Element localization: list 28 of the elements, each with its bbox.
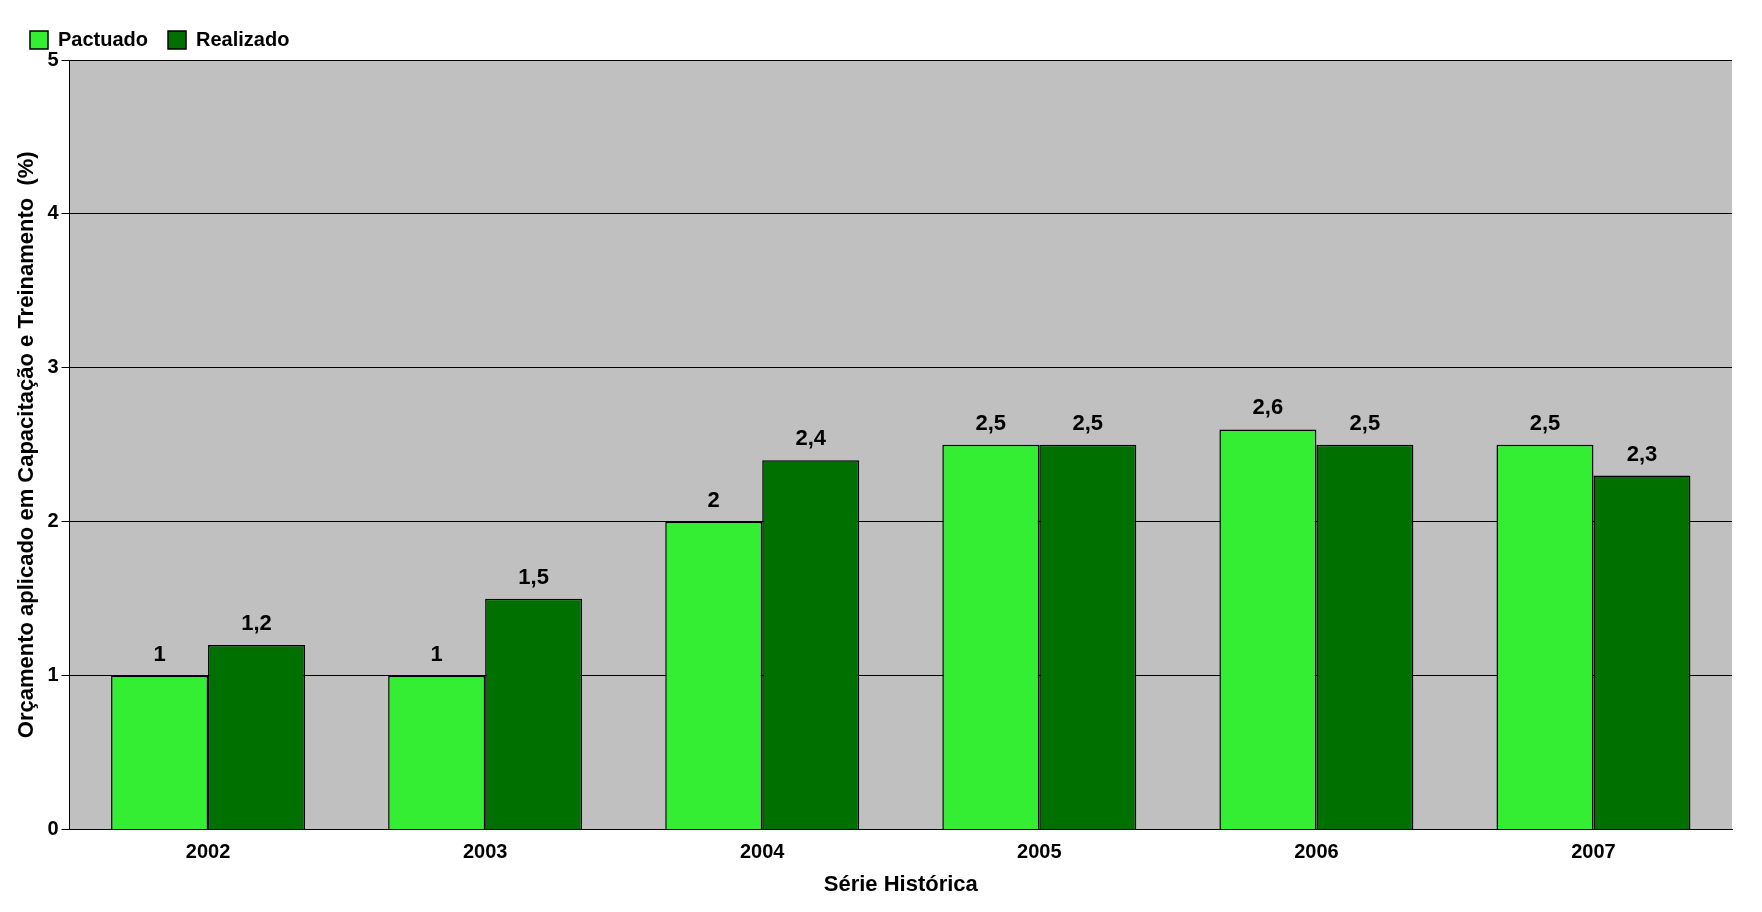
- x-tick-label: 2007: [1571, 840, 1616, 863]
- y-tick-label: 0: [47, 817, 59, 840]
- data-label: 2,4: [795, 425, 827, 451]
- legend-label: Realizado: [196, 27, 290, 50]
- data-label: 1,5: [518, 563, 549, 589]
- data-label: 2,5: [975, 409, 1007, 435]
- data-label: 2,5: [1529, 409, 1561, 435]
- data-label: 2,6: [1252, 394, 1284, 420]
- data-label: 2: [707, 486, 720, 512]
- data-label: 2,5: [1349, 409, 1381, 435]
- x-tick-label: 2005: [1017, 840, 1062, 863]
- y-tick-label: 1: [47, 663, 59, 686]
- data-label: 1: [430, 640, 443, 666]
- data-label: 1: [153, 640, 166, 666]
- data-label: 1,2: [241, 609, 272, 635]
- y-axis-title: Orçamento aplicado em Capacitação e Treinamento (%): [13, 151, 39, 739]
- legend-label: Pactuado: [58, 27, 149, 50]
- y-tick-label: 3: [47, 355, 59, 378]
- y-tick-label: 2: [47, 509, 59, 532]
- data-label: 2,5: [1072, 409, 1104, 435]
- x-tick-label: 2006: [1294, 840, 1339, 863]
- x-tick-label: 2002: [185, 840, 231, 863]
- data-label: 2,3: [1626, 440, 1658, 466]
- y-tick-label: 5: [47, 47, 59, 70]
- x-axis-title: Série Histórica: [823, 870, 979, 896]
- y-tick-label: 4: [47, 201, 60, 224]
- x-tick-label: 2004: [739, 840, 786, 863]
- x-tick-label: 2003: [462, 840, 508, 863]
